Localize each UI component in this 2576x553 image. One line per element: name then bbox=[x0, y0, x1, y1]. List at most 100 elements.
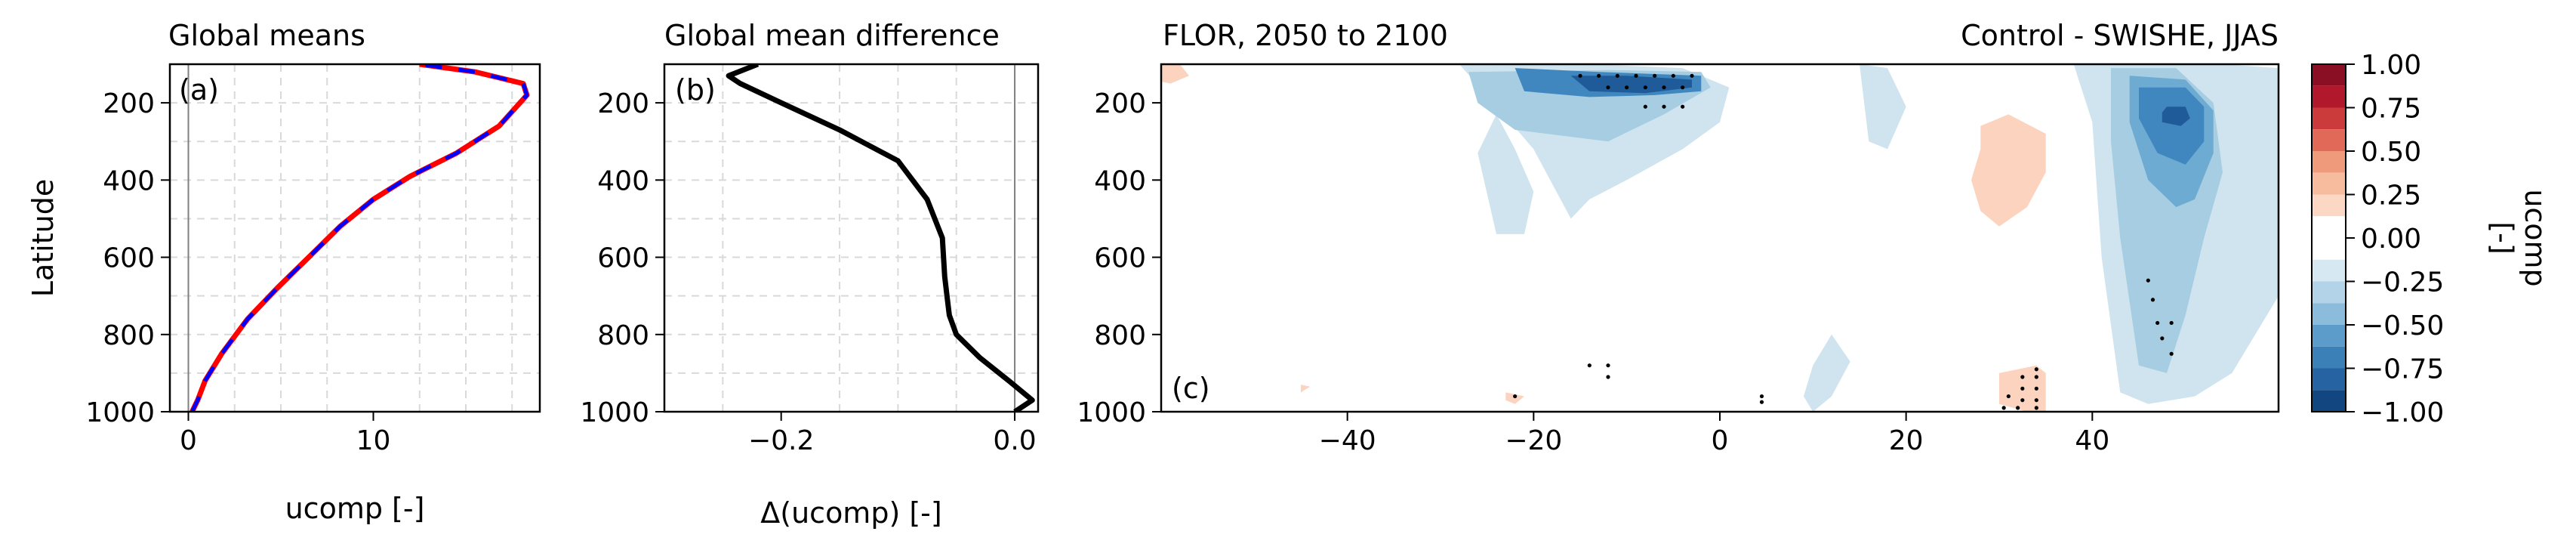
colorbar-tick-label: 0.50 bbox=[2361, 137, 2421, 168]
significance-stipple bbox=[2020, 375, 2025, 379]
panel-c-title-right: Control - SWISHE, JJAS bbox=[1961, 19, 2279, 52]
significance-stipple bbox=[2155, 320, 2160, 326]
significance-stipple bbox=[2020, 398, 2025, 403]
significance-stipple bbox=[1615, 73, 1619, 78]
significance-stipple bbox=[2169, 320, 2174, 326]
panel-c-ytick-label: 200 bbox=[1094, 88, 1146, 119]
panel-b-global-mean-difference: 200 400 600 800 1000 −0.2 0.0 Global mean diffe… bbox=[580, 19, 1040, 530]
significance-stipple bbox=[1681, 85, 1685, 90]
significance-stipple bbox=[1671, 73, 1675, 78]
significance-stipple bbox=[1606, 363, 1610, 368]
significance-stipple bbox=[2001, 406, 2006, 410]
significance-stipple bbox=[1662, 104, 1666, 109]
panel-c-ytick-label: 400 bbox=[1094, 165, 1146, 196]
significance-stipple bbox=[1643, 104, 1647, 109]
panel-a-xtick-label: 0 bbox=[180, 425, 197, 456]
contour-region-2 bbox=[1478, 114, 1534, 234]
colorbar-band-8 bbox=[2312, 216, 2346, 260]
significance-stipple bbox=[2169, 351, 2174, 356]
colorbar-band-12 bbox=[2312, 325, 2346, 347]
significance-stipple bbox=[1606, 375, 1610, 379]
colorbar-label-line: [-] bbox=[2486, 221, 2519, 254]
panel-c-xtick-label: 20 bbox=[1889, 425, 1924, 456]
significance-stipple bbox=[2034, 386, 2038, 391]
colorbar-band-5 bbox=[2312, 151, 2346, 173]
panel-c-ytick-label: 800 bbox=[1094, 320, 1146, 351]
significance-stipple bbox=[2034, 367, 2038, 372]
colorbar-label-line: ucomp bbox=[2519, 189, 2552, 286]
panel-c-contour-group bbox=[1161, 64, 2279, 412]
colorbar-band-13 bbox=[2312, 346, 2346, 369]
panel-c-ytick-label: 600 bbox=[1094, 243, 1146, 274]
significance-stipple bbox=[2034, 398, 2038, 403]
significance-stipple bbox=[1643, 85, 1647, 90]
colorbar-band-9 bbox=[2312, 259, 2346, 282]
colorbar-band-6 bbox=[2312, 172, 2346, 195]
contour-region-12 bbox=[2162, 107, 2190, 126]
series-line-2 bbox=[190, 64, 529, 412]
difference-line bbox=[726, 64, 1035, 412]
contour-region-13 bbox=[1161, 64, 1189, 84]
panel-b-label: (b) bbox=[675, 73, 716, 107]
panel-b-series-group bbox=[726, 64, 1035, 412]
contour-region-17 bbox=[1301, 385, 1311, 393]
panel-c-xtick-label: −20 bbox=[1505, 425, 1562, 456]
contour-region-11 bbox=[1570, 76, 1692, 94]
significance-stipple bbox=[2150, 298, 2155, 302]
significance-stipple bbox=[2034, 406, 2038, 410]
significance-stipple bbox=[1513, 394, 1518, 399]
panel-b-ytick-label: 400 bbox=[597, 165, 649, 196]
panel-c-contour-map: 200 400 600 800 1000 −40 −20 0 20 40 FLOR, 2050 to… bbox=[1077, 19, 2280, 456]
significance-stipple bbox=[1662, 85, 1666, 90]
significance-stipple bbox=[1759, 394, 1764, 399]
colorbar-tick-label: 0.75 bbox=[2361, 94, 2421, 125]
significance-stipple bbox=[2146, 278, 2150, 283]
colorbar-label: ucomp[-] bbox=[2486, 189, 2553, 286]
panel-b-xlabel: Δ(ucomp) [-] bbox=[760, 496, 941, 530]
colorbar-band-3 bbox=[2312, 107, 2346, 130]
colorbar-band-7 bbox=[2312, 194, 2346, 217]
panel-a-axes-frame bbox=[168, 63, 541, 413]
panel-a-label: (a) bbox=[179, 73, 219, 107]
colorbar-band-10 bbox=[2312, 281, 2346, 304]
panel-a-global-means: 200 400 600 800 1000 0 10 Global means (a) ucomp … bbox=[26, 19, 541, 525]
contour-region-14 bbox=[1971, 114, 2046, 227]
contour-region-10 bbox=[2139, 87, 2205, 165]
colorbar: 1.00 0.75 0.50 0.25 0.00 −0.25 −0.50 −0.75 −1.00… bbox=[2311, 50, 2553, 428]
panel-a-ylabel: Latitude bbox=[26, 179, 60, 297]
panel-c-xtick-label: −40 bbox=[1319, 425, 1376, 456]
colorbar-tick-label: 0.25 bbox=[2361, 181, 2421, 212]
panel-c-xtick-label: 40 bbox=[2075, 425, 2109, 456]
panel-a-ytick-label: 200 bbox=[103, 88, 155, 119]
significance-stipple bbox=[1634, 73, 1638, 78]
colorbar-band-1 bbox=[2312, 64, 2346, 86]
panel-a-xtick-label: 10 bbox=[356, 425, 391, 456]
colorbar-tick-label: 0.00 bbox=[2361, 224, 2421, 255]
significance-stipple bbox=[2160, 336, 2165, 341]
colorbar-tick-label: 1.00 bbox=[2361, 50, 2421, 81]
contour-region-5 bbox=[1860, 64, 1906, 150]
significance-stipple bbox=[1690, 73, 1694, 78]
panel-a-xlabel: ucomp [-] bbox=[285, 492, 425, 525]
significance-stipple bbox=[1587, 363, 1592, 368]
panel-a-ytick-label: 600 bbox=[103, 243, 155, 274]
significance-stipple bbox=[1653, 73, 1657, 78]
colorbar-band-15 bbox=[2312, 390, 2346, 412]
panel-b-ytick-label: 200 bbox=[597, 88, 649, 119]
significance-stipple bbox=[2006, 394, 2011, 399]
colorbar-band-2 bbox=[2312, 85, 2346, 108]
panel-a-series-group bbox=[190, 64, 530, 412]
panel-b-axes-frame bbox=[663, 63, 1040, 413]
panel-b-ytick-label: 1000 bbox=[580, 397, 649, 428]
panel-b-ytick-label: 600 bbox=[597, 243, 649, 274]
panel-c-ytick-label: 1000 bbox=[1077, 397, 1146, 428]
significance-stipple bbox=[1681, 104, 1685, 109]
significance-stipple bbox=[1606, 85, 1610, 90]
colorbar-tick-label: −0.25 bbox=[2361, 267, 2444, 298]
panel-b-xtick-label: 0.0 bbox=[993, 425, 1036, 456]
significance-stipple bbox=[2034, 375, 2038, 379]
significance-stipple bbox=[2020, 386, 2025, 391]
panel-a-ytick-label: 800 bbox=[103, 320, 155, 351]
